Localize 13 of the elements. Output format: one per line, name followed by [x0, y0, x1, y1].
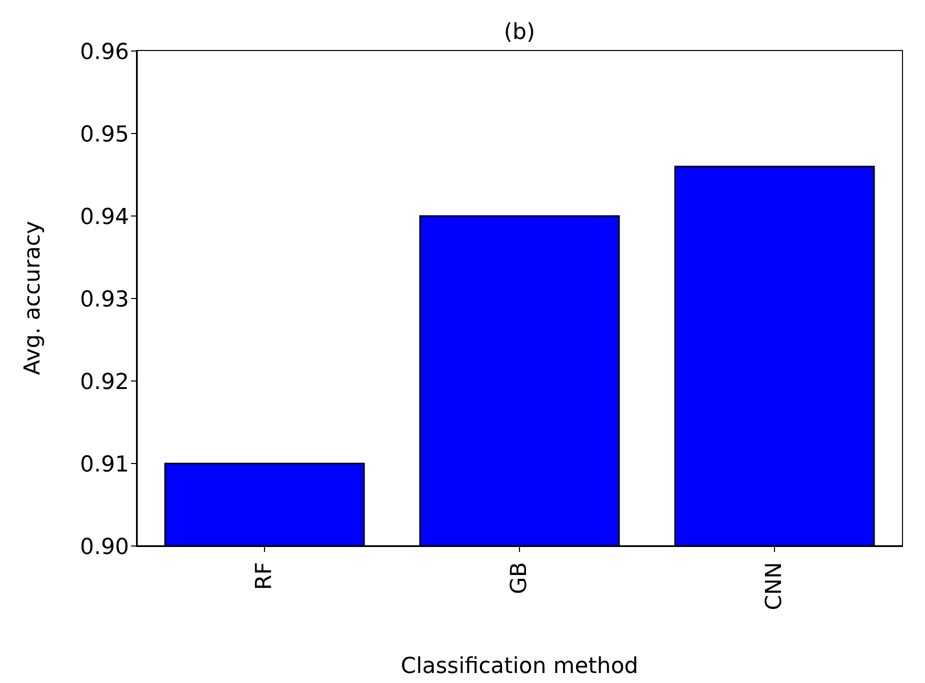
y-axis-title: Avg. accuracy — [20, 221, 46, 375]
y-tick-label: 0.91 — [80, 452, 129, 478]
y-tick-label: 0.93 — [80, 287, 129, 312]
x-tick-label: GB — [507, 562, 532, 594]
x-tick-label: CNN — [762, 562, 787, 610]
y-tick-label: 0.94 — [80, 204, 129, 230]
y-tick-label: 0.96 — [80, 40, 129, 65]
y-tick-label: 0.92 — [80, 370, 129, 395]
y-tick-label: 0.95 — [80, 122, 129, 148]
x-tick-label: RF — [252, 562, 277, 590]
x-axis-title: Classification method — [400, 654, 638, 679]
chart-title: (b) — [502, 20, 536, 45]
y-tick-label: 0.90 — [80, 534, 129, 560]
